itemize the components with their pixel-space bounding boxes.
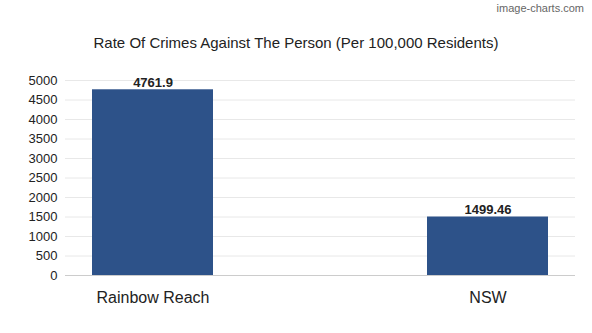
svg-text:2000: 2000	[29, 190, 58, 205]
svg-text:1500: 1500	[29, 209, 58, 224]
html-text:Rate Of Crimes Against The Per: Rate Of Crimes Against The Person (Per 1…	[93, 34, 499, 51]
svg-text:4761.9: 4761.9	[133, 75, 173, 90]
svg-text:1499.46: 1499.46	[465, 202, 512, 217]
svg-text:500: 500	[36, 248, 58, 263]
svg-text:4000: 4000	[29, 112, 58, 127]
svg-text:NSW: NSW	[469, 289, 507, 306]
svg-text:3000: 3000	[29, 151, 58, 166]
svg-text:Rainbow Reach: Rainbow Reach	[97, 289, 210, 306]
svg-text:0: 0	[50, 268, 57, 283]
html-text:image-charts.com: image-charts.com	[496, 2, 584, 14]
svg-text:1000: 1000	[29, 229, 58, 244]
svg-text:5000: 5000	[29, 73, 58, 88]
svg-text:4500: 4500	[29, 92, 58, 107]
svg-text:3500: 3500	[29, 131, 58, 146]
svg-text:2500: 2500	[29, 170, 58, 185]
